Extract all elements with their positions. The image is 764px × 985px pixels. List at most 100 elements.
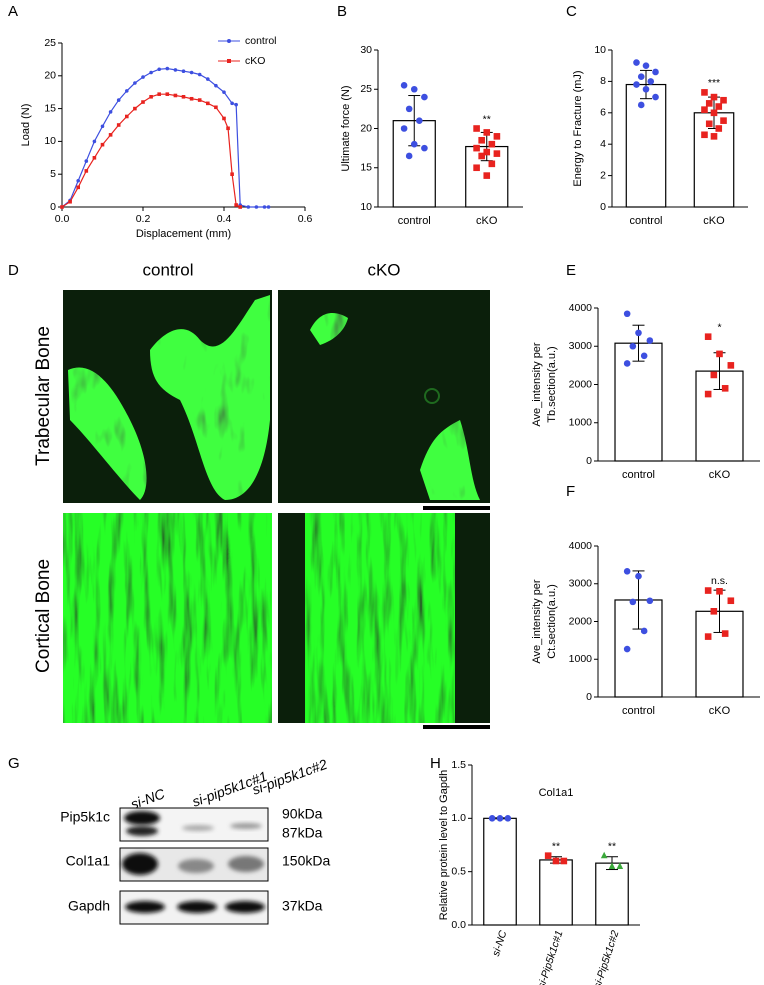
legend-label: cKO <box>245 55 265 67</box>
data-point <box>92 139 97 144</box>
y-axis-label: Relative protein level to Gapdh <box>438 770 450 920</box>
data-point <box>715 103 723 110</box>
data-point <box>701 89 708 96</box>
y-tick-label: 1.5 <box>451 759 466 771</box>
y-tick-label: 0 <box>586 455 592 467</box>
bar <box>595 862 629 926</box>
legend-marker <box>227 39 231 43</box>
data-point <box>642 85 650 93</box>
data-point <box>493 133 501 140</box>
y-tick-label: 20 <box>44 70 56 82</box>
data-point <box>600 851 608 859</box>
y-axis-label: Tb.section(a.u.) <box>546 346 558 422</box>
data-point <box>133 81 137 85</box>
data-point <box>478 152 485 160</box>
data-point <box>165 92 170 96</box>
x-tick-label: control <box>622 469 655 481</box>
data-point <box>623 645 631 653</box>
y-axis-label: Ct.section(a.u.) <box>546 584 558 659</box>
panel-label: G <box>8 755 20 772</box>
data-point <box>716 588 723 595</box>
data-point <box>616 862 624 869</box>
data-point <box>483 148 491 156</box>
y-tick-label: 15 <box>44 102 56 114</box>
data-point <box>400 125 408 132</box>
data-point <box>262 205 267 209</box>
data-point <box>705 100 713 107</box>
y-tick-label: 4000 <box>569 540 593 552</box>
data-point <box>716 350 723 358</box>
significance-label: *** <box>708 77 720 89</box>
data-point <box>108 133 113 137</box>
data-point <box>84 159 89 163</box>
data-point <box>646 337 654 344</box>
data-point <box>640 352 648 360</box>
data-point <box>488 140 496 148</box>
data-point <box>181 94 186 99</box>
data-point <box>635 572 642 580</box>
significance-label: n.s. <box>711 575 728 587</box>
western-blot: G si-NC si-pip5k1c#1 si-pip5k1c#2 Pip5k1… <box>8 755 330 925</box>
data-point <box>214 105 218 110</box>
data-point <box>623 360 631 367</box>
data-point <box>560 857 568 865</box>
data-point <box>720 96 727 104</box>
data-point <box>165 66 170 71</box>
data-point <box>635 329 642 337</box>
data-point <box>710 371 718 379</box>
x-tick-label: si-NC <box>490 929 510 958</box>
column-label: control <box>142 260 193 279</box>
data-point <box>100 124 105 129</box>
x-tick-label: cKO <box>476 215 498 227</box>
data-point <box>226 126 230 131</box>
size-label: 90kDa <box>282 806 323 822</box>
data-point <box>157 67 161 72</box>
data-point <box>637 101 645 109</box>
data-point <box>629 598 637 606</box>
data-point <box>633 59 640 66</box>
cell <box>424 388 440 404</box>
y-tick-label: 4 <box>600 138 606 150</box>
protein-label: Gapdh <box>68 898 110 914</box>
trabecula <box>150 295 270 500</box>
data-point <box>421 93 428 101</box>
data-point <box>206 77 210 81</box>
chart-title: Col1a1 <box>539 787 574 799</box>
x-tick-label: control <box>398 215 431 227</box>
data-point <box>504 815 512 822</box>
data-point <box>488 160 496 168</box>
y-tick-label: 2000 <box>569 615 593 627</box>
data-point <box>704 333 712 340</box>
data-point <box>647 78 655 85</box>
data-point <box>149 94 153 99</box>
bar <box>483 817 517 926</box>
x-tick-label: 0.6 <box>298 213 313 225</box>
bar <box>614 342 663 462</box>
x-tick-label: si-Pip5k1c#2 <box>592 929 622 985</box>
size-label: 150kDa <box>282 853 330 869</box>
band <box>230 823 262 829</box>
y-axis-label: Ave_intensity per <box>531 342 543 427</box>
x-tick-label: cKO <box>709 469 731 481</box>
trabecula <box>68 367 147 500</box>
y-tick-label: 0 <box>586 691 592 703</box>
size-label: 87kDa <box>282 825 323 841</box>
y-tick-label: 5 <box>50 168 56 180</box>
data-point <box>116 123 121 127</box>
x-tick-label: cKO <box>709 705 731 717</box>
panel-label: D <box>8 262 19 279</box>
data-point <box>623 567 631 575</box>
bar <box>539 859 573 926</box>
data-point <box>496 815 504 822</box>
y-tick-label: 30 <box>360 44 372 56</box>
y-tick-label: 25 <box>360 83 372 95</box>
data-point <box>189 96 194 101</box>
data-point <box>608 862 616 869</box>
data-point <box>125 114 129 119</box>
y-tick-label: 3000 <box>569 340 593 352</box>
data-point <box>493 150 501 157</box>
data-point <box>100 142 105 147</box>
data-point <box>704 390 712 398</box>
data-point <box>234 102 238 107</box>
